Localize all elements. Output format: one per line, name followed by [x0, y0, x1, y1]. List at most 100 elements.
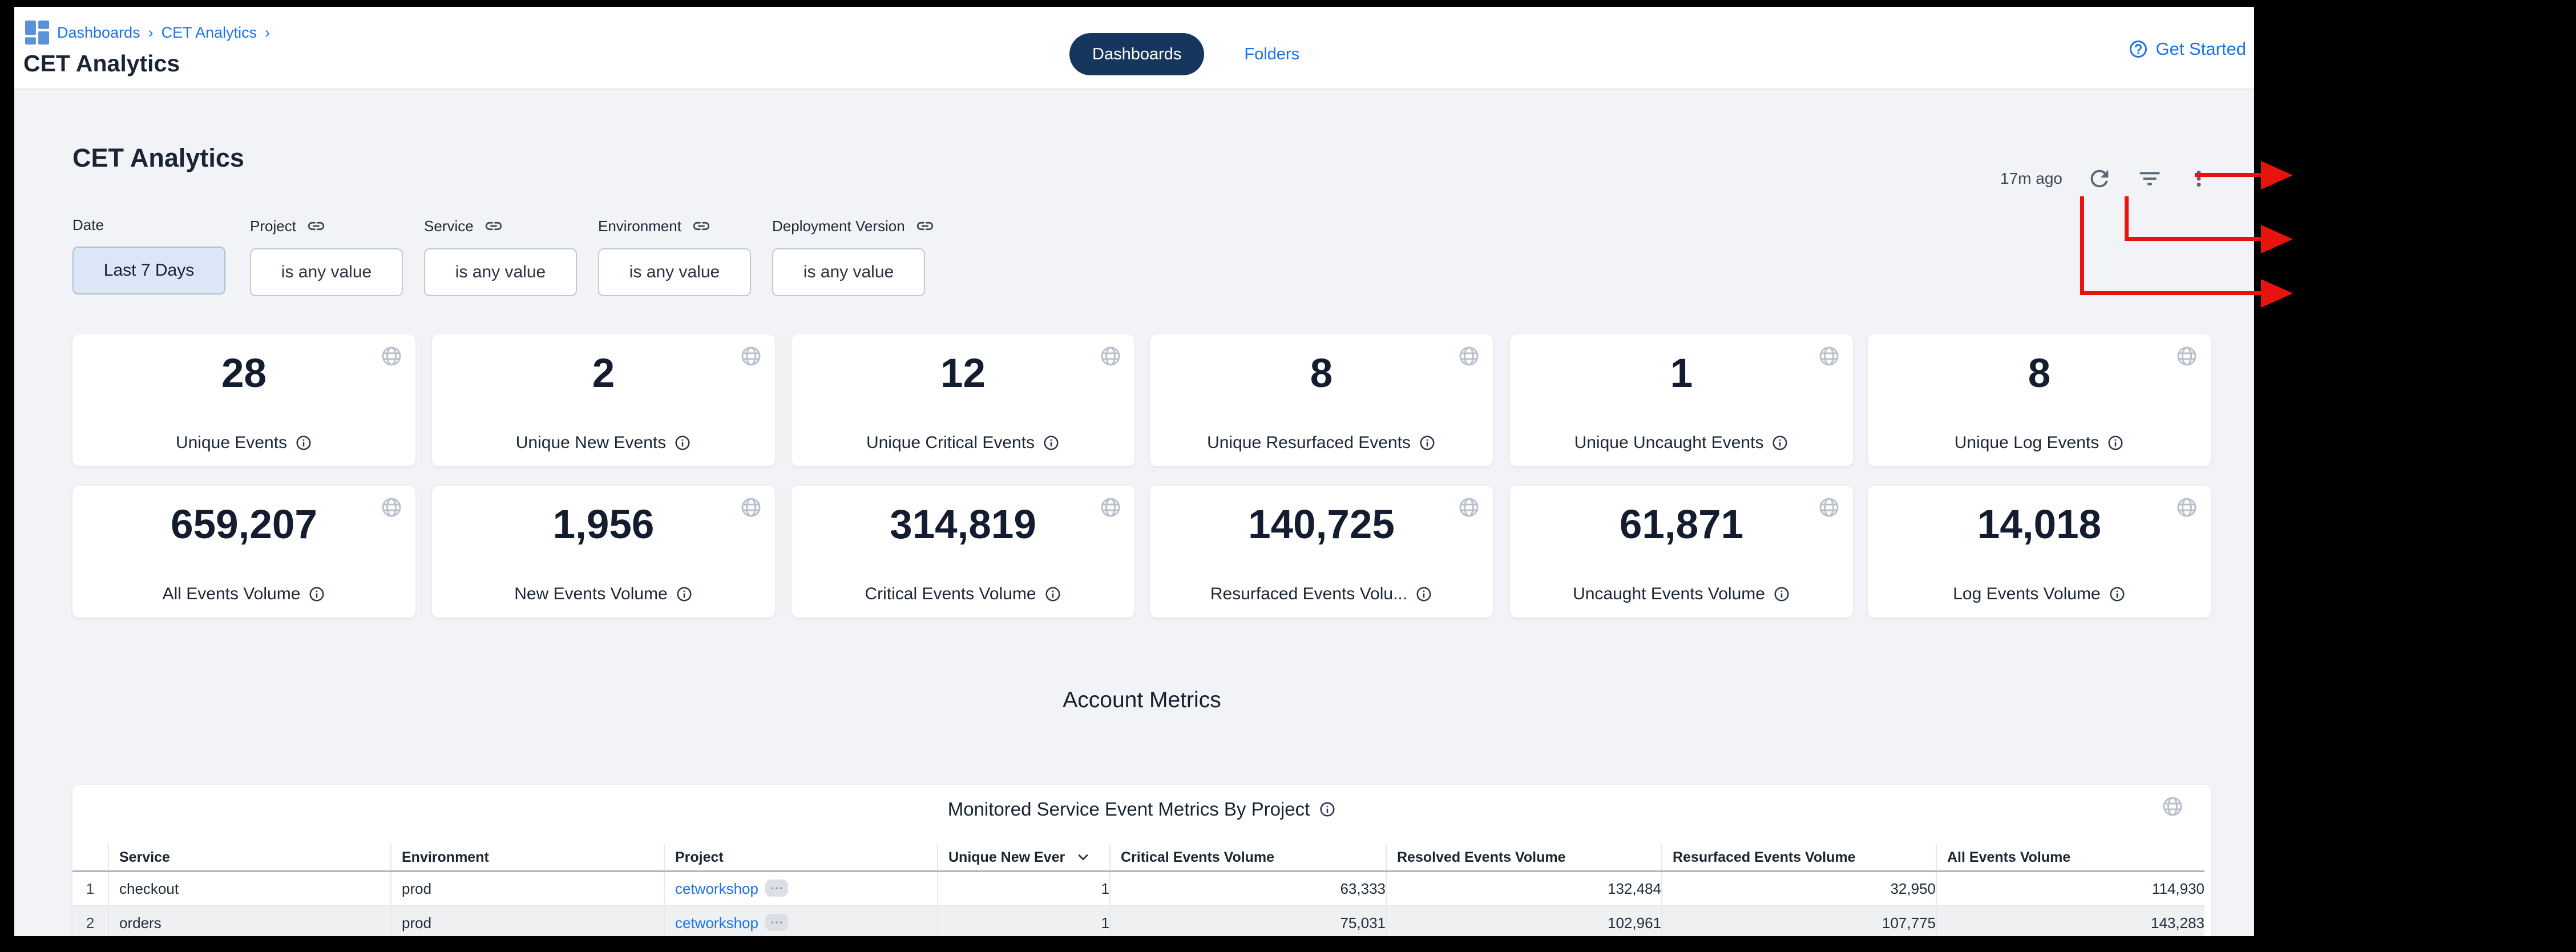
breadcrumb-separator: › — [265, 23, 270, 41]
table-row: 1 checkout prod cetworkshop ⋯ 1 63,333 13… — [72, 871, 2204, 906]
cell-overflow-menu[interactable]: ⋯ — [765, 914, 788, 931]
info-icon[interactable] — [1044, 586, 1061, 603]
info-icon[interactable] — [1319, 801, 1336, 818]
metric-tile-unique-log-events: 8 Unique Log Events — [1868, 334, 2211, 466]
filter-icon[interactable] — [2137, 166, 2163, 192]
link-icon — [915, 216, 935, 236]
info-icon[interactable] — [1771, 434, 1788, 451]
metric-tile-uncaught-events-volume: 61,871 Uncaught Events Volume — [1510, 486, 1853, 618]
annotation-arrow-kebab-head — [2261, 161, 2293, 189]
globe-icon — [740, 496, 762, 519]
breadcrumb-item-dashboards[interactable]: Dashboards — [57, 23, 140, 41]
get-started-label: Get Started — [2155, 39, 2246, 59]
col-header-service[interactable]: Service — [108, 844, 391, 872]
filter-project-value[interactable]: is any value — [250, 248, 403, 296]
cell-critical-events-volume: 75,031 — [1109, 905, 1386, 936]
metric-tile-resurfaced-events-volume: 140,725 Resurfaced Events Volu... — [1150, 486, 1493, 618]
metrics-table: Service Environment Project Unique New E… — [72, 844, 2204, 936]
dashboard-content: CET Analytics 17m ago — [14, 90, 2254, 936]
metric-value: 659,207 — [171, 502, 317, 547]
metric-label: Log Events Volume — [1953, 584, 2101, 603]
help-icon — [2128, 39, 2149, 59]
col-header-resurfaced-events-volume[interactable]: Resurfaced Events Volume — [1661, 844, 1936, 872]
filter-environment-label: Environment — [598, 217, 681, 235]
annotation-arrow-kebab-line — [2195, 173, 2262, 177]
sort-descending-icon — [1075, 849, 1091, 865]
info-icon[interactable] — [676, 586, 693, 603]
tab-dashboards[interactable]: Dashboards — [1069, 33, 1205, 75]
col-header-all-events-volume[interactable]: All Events Volume — [1936, 844, 2204, 872]
cell-overflow-menu[interactable]: ⋯ — [765, 880, 788, 897]
globe-icon — [1099, 496, 1122, 519]
filter-project-label: Project — [250, 217, 296, 235]
info-icon[interactable] — [1773, 586, 1790, 603]
app-window: Dashboards › CET Analytics › CET Analyti… — [14, 7, 2254, 936]
info-icon[interactable] — [1043, 434, 1060, 451]
info-icon[interactable] — [674, 434, 691, 451]
info-icon[interactable] — [2109, 586, 2126, 603]
metric-label: New Events Volume — [514, 584, 668, 603]
metric-value: 28 — [221, 351, 267, 396]
link-icon — [484, 216, 503, 236]
refresh-icon[interactable] — [2086, 166, 2113, 192]
metric-value: 14,018 — [1977, 502, 2102, 547]
dashboard-title: CET Analytics — [72, 143, 244, 172]
metric-tile-all-events-volume: 659,207 All Events Volume — [72, 486, 415, 618]
col-header-resolved-events-volume[interactable]: Resolved Events Volume — [1386, 844, 1662, 872]
filter-environment-value[interactable]: is any value — [598, 248, 751, 296]
breadcrumb-separator: › — [148, 23, 154, 41]
info-icon[interactable] — [2107, 434, 2124, 451]
filter-deployment-version-value[interactable]: is any value — [772, 248, 925, 296]
metric-value: 314,819 — [890, 502, 1036, 547]
filter-service: Service is any value — [424, 216, 577, 296]
info-icon[interactable] — [308, 586, 325, 603]
row-number: 1 — [86, 880, 95, 897]
metric-value: 8 — [1310, 351, 1333, 396]
metric-label: Resurfaced Events Volu... — [1210, 584, 1408, 603]
kebab-menu-icon[interactable] — [2187, 167, 2211, 191]
metric-value: 61,871 — [1619, 502, 1744, 547]
filter-service-value[interactable]: is any value — [424, 248, 577, 296]
breadcrumb-item-cet-analytics[interactable]: CET Analytics — [161, 23, 257, 41]
globe-icon — [2175, 345, 2198, 368]
globe-icon — [1457, 345, 1480, 368]
cell-project: cetworkshop ⋯ — [664, 905, 938, 936]
col-header-project[interactable]: Project — [664, 844, 938, 872]
globe-icon — [380, 345, 403, 368]
last-refresh-time: 17m ago — [2000, 170, 2062, 187]
metric-value: 1 — [1670, 351, 1693, 396]
get-started-button[interactable]: Get Started — [2128, 39, 2246, 59]
table-title: Monitored Service Event Metrics By Proje… — [72, 798, 2211, 820]
filter-date-value[interactable]: Last 7 Days — [72, 247, 225, 295]
link-icon — [306, 216, 326, 236]
metric-value: 2 — [592, 351, 615, 396]
col-header-critical-events-volume[interactable]: Critical Events Volume — [1109, 844, 1386, 872]
metric-label: Critical Events Volume — [865, 584, 1036, 603]
metric-label: Unique Events — [175, 433, 288, 452]
col-header-unique-new-events[interactable]: Unique New Ever — [937, 844, 1110, 872]
dashboard-actions: 17m ago — [2000, 166, 2211, 192]
info-icon[interactable] — [1419, 434, 1436, 451]
cell-resolved-events-volume: 102,961 — [1386, 905, 1662, 936]
cell-critical-events-volume: 63,333 — [1109, 871, 1386, 906]
cell-service: checkout — [108, 871, 391, 906]
metric-tile-critical-events-volume: 314,819 Critical Events Volume — [792, 486, 1134, 618]
metric-value: 12 — [940, 351, 986, 396]
dashboards-grid-icon — [25, 21, 49, 45]
cell-all-events-volume: 143,283 — [1936, 905, 2204, 936]
project-link[interactable]: cetworkshop — [675, 880, 758, 897]
annotation-arrow-filter-head — [2261, 225, 2293, 253]
globe-icon — [1818, 496, 1840, 519]
tab-folders[interactable]: Folders — [1244, 45, 1300, 63]
page-title: CET Analytics — [23, 50, 180, 76]
section-heading-account-metrics: Account Metrics — [1063, 688, 1221, 712]
info-icon[interactable] — [1415, 586, 1432, 603]
project-link[interactable]: cetworkshop — [675, 914, 758, 931]
table-row: 2 orders prod cetworkshop ⋯ 1 75,031 102,… — [72, 905, 2204, 936]
info-icon[interactable] — [295, 434, 312, 451]
globe-icon — [2161, 795, 2184, 818]
annotation-arrow-filter-line — [2125, 237, 2261, 241]
metric-tile-new-events-volume: 1,956 New Events Volume — [432, 486, 775, 618]
cell-all-events-volume: 114,930 — [1936, 871, 2204, 906]
col-header-environment[interactable]: Environment — [390, 844, 664, 872]
